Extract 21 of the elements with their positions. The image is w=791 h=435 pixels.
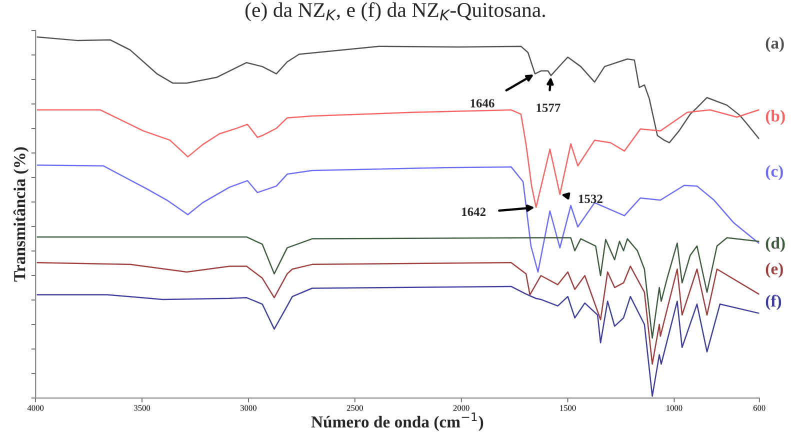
chart-title: (e) da NZ$_{K}$, e (f) da NZ$_{K}$-Quitosana. bbox=[245, 2, 545, 22]
annotation: 1532 bbox=[578, 194, 602, 204]
annotation: 1646 bbox=[470, 99, 494, 108]
series-label: (e) bbox=[766, 262, 783, 278]
x-tick-label: 4000 bbox=[27, 405, 44, 411]
x-tick-label: 2500 bbox=[346, 405, 363, 411]
x-tick-label: 1500 bbox=[560, 405, 576, 411]
x-tick-label: 1000 bbox=[666, 405, 682, 411]
y-axis-title: Transmitância (%) bbox=[13, 147, 29, 282]
text: (c) bbox=[766, 165, 783, 180]
series-label: (f) bbox=[766, 294, 782, 310]
x-axis-title: Número de onda (cm$^{−1}$) bbox=[311, 412, 484, 431]
text: (a) bbox=[766, 36, 784, 52]
series-label: (d) bbox=[766, 236, 785, 252]
x-tick-label: 2000 bbox=[453, 405, 470, 411]
x-tick-label: 3000 bbox=[240, 405, 256, 411]
x-tick-label: 600 bbox=[753, 405, 766, 411]
series-label: (b) bbox=[766, 110, 785, 125]
x-tick-label: 3500 bbox=[134, 405, 150, 411]
annotation: 1642 bbox=[462, 208, 486, 216]
annotation: 1577 bbox=[536, 104, 560, 112]
